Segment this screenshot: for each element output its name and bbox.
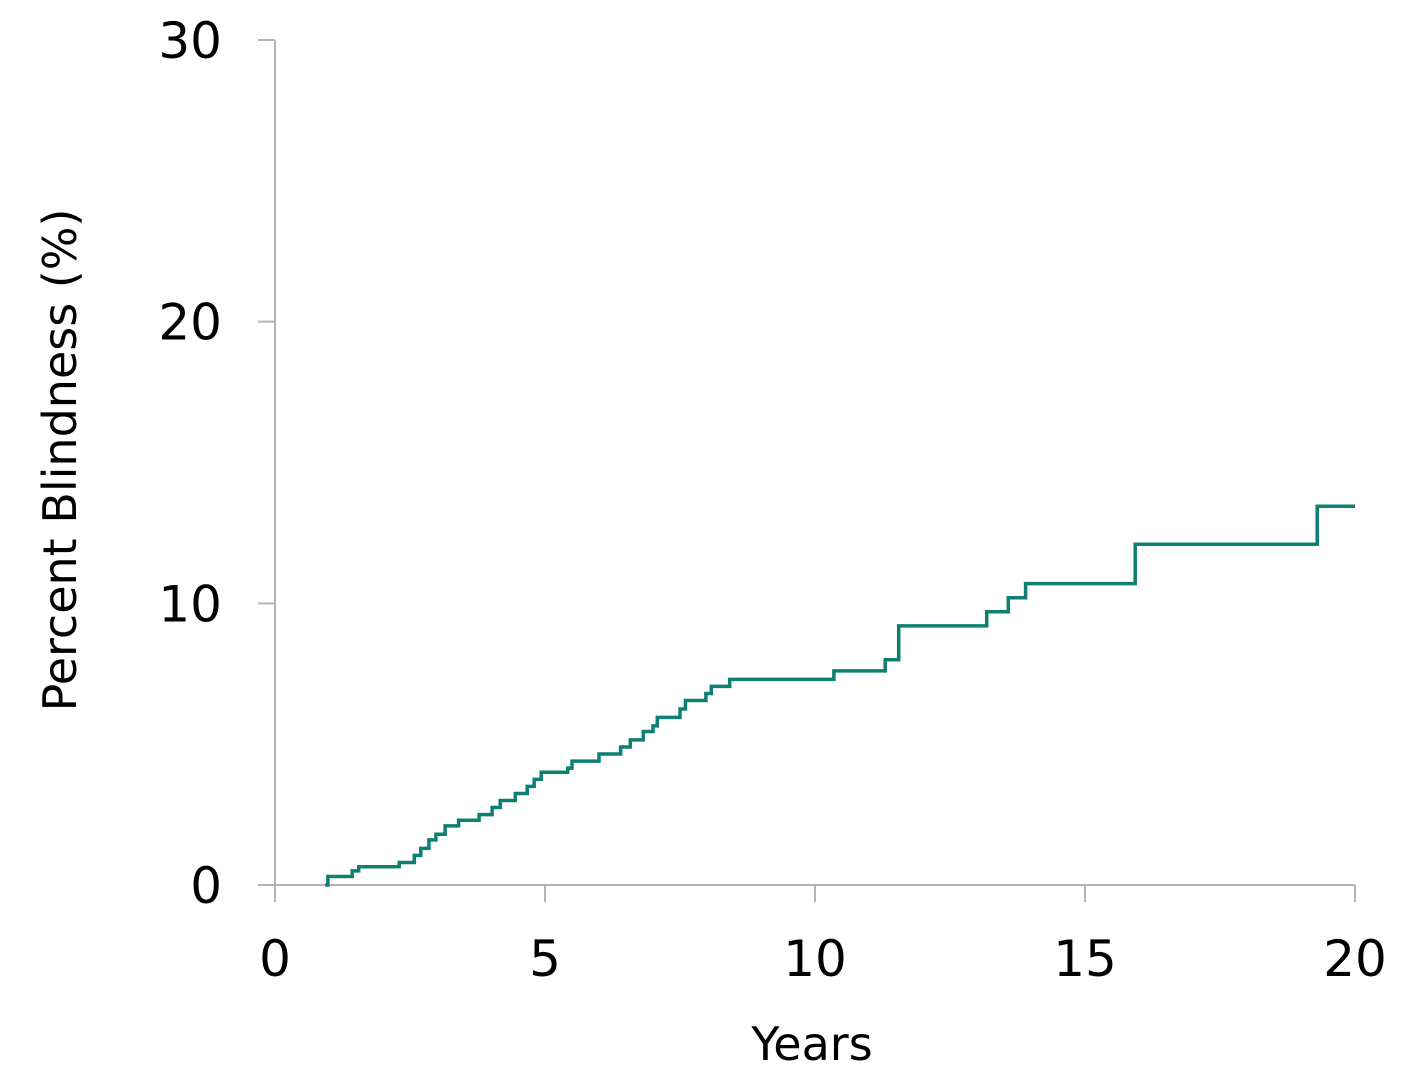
x-tick-label: 20: [1323, 930, 1387, 988]
series-layer: [325, 504, 1355, 887]
y-axis-title: Percent Blindness (%): [33, 209, 87, 712]
series-line-0: [325, 504, 1355, 887]
y-tick-label: 10: [158, 575, 222, 633]
y-tick-label: 0: [190, 857, 222, 915]
x-axis-ticks: 0 5 10 15 20: [259, 885, 1387, 988]
x-tick-label: 0: [259, 930, 291, 988]
x-tick-label: 10: [783, 930, 847, 988]
y-tick-label: 20: [158, 294, 222, 352]
y-tick-label: 30: [158, 12, 222, 70]
x-axis-title: Years: [750, 1017, 872, 1071]
x-tick-label: 5: [529, 930, 561, 988]
x-tick-label: 15: [1053, 930, 1117, 988]
y-axis-ticks: 0 10 20 30: [158, 12, 275, 915]
